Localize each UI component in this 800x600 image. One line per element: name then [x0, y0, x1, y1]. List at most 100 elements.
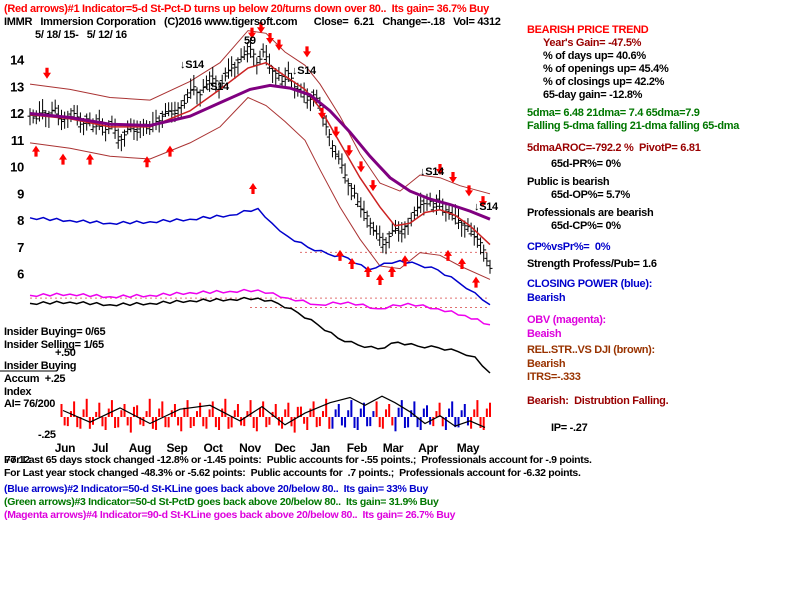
right-panel-line-3: % of openings up= 45.4%: [543, 63, 669, 75]
footer-indicator4-magenta: (Magenta arrows)#4 Indicator=90-d St-KLi…: [4, 509, 456, 521]
ticker-header: IMMR Immersion Corporation (C)2016 www.t…: [4, 16, 501, 28]
buy-arrow-icon: [364, 265, 372, 277]
buy-arrow-icon: [59, 153, 67, 165]
x-axis-month-label: May: [457, 441, 480, 455]
buy-arrow-icon: [166, 145, 174, 157]
x-axis-month-label: Jan: [310, 441, 330, 455]
accum-scale-plus-50: +.50: [55, 347, 76, 359]
chart-annotation: ↓S14: [205, 81, 230, 93]
chart-annotation: ↓S14: [292, 65, 317, 77]
overlap-number: 77.12: [5, 454, 30, 466]
insider-buying-label: Insider Buying: [4, 360, 77, 372]
sell-arrow-icon: [303, 46, 311, 58]
buy-arrow-icon: [86, 153, 94, 165]
right-panel-line-6: 5dma= 6.48 21dma= 7.4 65dma=7.9: [527, 107, 700, 119]
ai-value-label: AI= 76/200: [4, 398, 56, 410]
right-panel-line-20: REL.STR..VS DJI (brown):: [527, 344, 655, 356]
right-panel-line-7: Falling 5-dma falling 21-dma falling 65-…: [527, 120, 740, 132]
right-panel-line-18: OBV (magenta):: [527, 314, 606, 326]
right-panel-line-22: ITRS=-.333: [527, 371, 581, 383]
right-panel-line-12: Professionals are bearish: [527, 207, 654, 219]
right-panel-line-21: Bearish: [527, 358, 566, 370]
x-axis-month-label: Nov: [239, 441, 261, 455]
y-axis-price-label: 7: [17, 240, 24, 255]
chart-annotation: ↓S14: [420, 166, 445, 178]
y-axis-price-label: 8: [17, 213, 24, 228]
sell-arrow-icon: [318, 107, 326, 119]
right-panel-line-11: 65d-OP%= 5.7%: [551, 189, 630, 201]
y-axis-price-label: 11: [11, 133, 24, 148]
right-panel-line-24: IP= -.27: [551, 422, 588, 434]
x-axis-month-label: Aug: [129, 441, 151, 455]
sell-arrow-icon: [275, 39, 283, 51]
y-axis-price-label: 6: [17, 267, 24, 282]
y-axis-price-label: 14: [10, 53, 25, 68]
x-axis-month-label: Sep: [166, 441, 187, 455]
right-panel-line-15: Strength Profess/Pub= 1.6: [527, 258, 657, 270]
y-axis-price-label: 9: [17, 186, 24, 201]
right-panel-line-10: Public is bearish: [527, 176, 610, 188]
y-axis-price-label: 12: [10, 106, 24, 121]
x-axis-month-label: Jul: [92, 441, 108, 455]
footer-65day-summary: For Last 65 days stock changed -12.8% or…: [4, 454, 592, 466]
sell-arrow-icon: [449, 172, 457, 184]
buy-arrow-icon: [444, 249, 452, 261]
sell-arrow-icon: [332, 126, 340, 138]
chart-annotation: 59: [244, 35, 256, 47]
right-panel-line-14: CP%vsPr%= 0%: [527, 241, 611, 253]
accum-scale-plus-25: Accum +.25: [4, 373, 66, 385]
buy-arrow-icon: [401, 255, 409, 267]
right-panel-line-17: Bearish: [527, 292, 566, 304]
sell-arrow-icon: [257, 22, 265, 34]
buy-arrow-icon: [249, 183, 257, 195]
right-panel-line-1: Year's Gain= -47.5%: [543, 37, 642, 49]
right-panel-line-16: CLOSING POWER (blue):: [527, 278, 653, 290]
x-axis-month-label: Mar: [383, 441, 404, 455]
buy-arrow-icon: [32, 145, 40, 157]
sell-arrow-icon: [345, 145, 353, 157]
sell-arrow-icon: [43, 67, 51, 79]
buy-arrow-icon: [458, 257, 466, 269]
accum-index-label: Index: [4, 386, 32, 398]
right-panel-line-5: 65-day gain= -12.8%: [543, 89, 643, 101]
insider-buying-count-label: Insider Buying= 0/65: [4, 326, 106, 338]
buy-arrow-icon: [472, 276, 480, 288]
x-axis-month-label: Jun: [55, 441, 75, 455]
sell-arrow-icon: [369, 180, 377, 192]
y-axis-price-label: 10: [10, 160, 24, 175]
date-range: 5/ 18/ 15- 5/ 12/ 16: [35, 29, 127, 41]
right-panel-line-9: 65d-PR%= 0%: [551, 158, 621, 170]
right-panel-line-8: 5dmaAROC=-792.2 % PivotP= 6.81: [527, 142, 701, 154]
footer-indicator2-blue: (Blue arrows)#2 Indicator=50-d St-KLine …: [4, 483, 429, 495]
sell-arrow-icon: [465, 185, 473, 197]
sell-arrow-icon: [266, 32, 274, 44]
footer-indicator3-green: (Green arrows)#3 Indicator=50-d St-PctD …: [4, 496, 439, 508]
right-panel-line-2: % of days up= 40.6%: [543, 50, 646, 62]
x-axis-month-label: Dec: [274, 441, 296, 455]
insider-selling-count-label: Insider Selling= 1/65: [4, 339, 104, 351]
right-panel-line-23: Bearish: Distrubtion Falling.: [527, 395, 669, 407]
footer-year-summary: For Last year stock changed -48.3% or -5…: [4, 467, 581, 479]
sell-arrow-icon: [479, 196, 487, 208]
indicator1-header: (Red arrows)#1 Indicator=5-d St-Pct-D tu…: [4, 3, 489, 15]
x-axis-month-label: Feb: [347, 441, 367, 455]
buy-arrow-icon: [376, 274, 384, 285]
right-panel-line-13: 65d-CP%= 0%: [551, 220, 621, 232]
right-panel-line-4: % of closings up= 42.2%: [543, 76, 665, 88]
accum-scale-minus-25: -.25: [38, 429, 56, 441]
right-panel-line-0: BEARISH PRICE TREND: [527, 24, 649, 36]
sell-arrow-icon: [436, 164, 444, 176]
y-axis-price-label: 13: [10, 79, 24, 94]
x-axis-month-label: Oct: [203, 441, 222, 455]
right-panel-line-19: Beaish: [527, 328, 562, 340]
buy-arrow-icon: [336, 249, 344, 261]
buy-arrow-icon: [348, 257, 356, 269]
sell-arrow-icon: [357, 161, 365, 173]
x-axis-month-label: Apr: [418, 441, 438, 455]
sell-arrow-icon: [248, 27, 256, 39]
chart-annotation: ↓S14: [180, 59, 205, 71]
buy-arrow-icon: [143, 156, 151, 168]
chart-annotation: ↓S14: [474, 201, 499, 213]
